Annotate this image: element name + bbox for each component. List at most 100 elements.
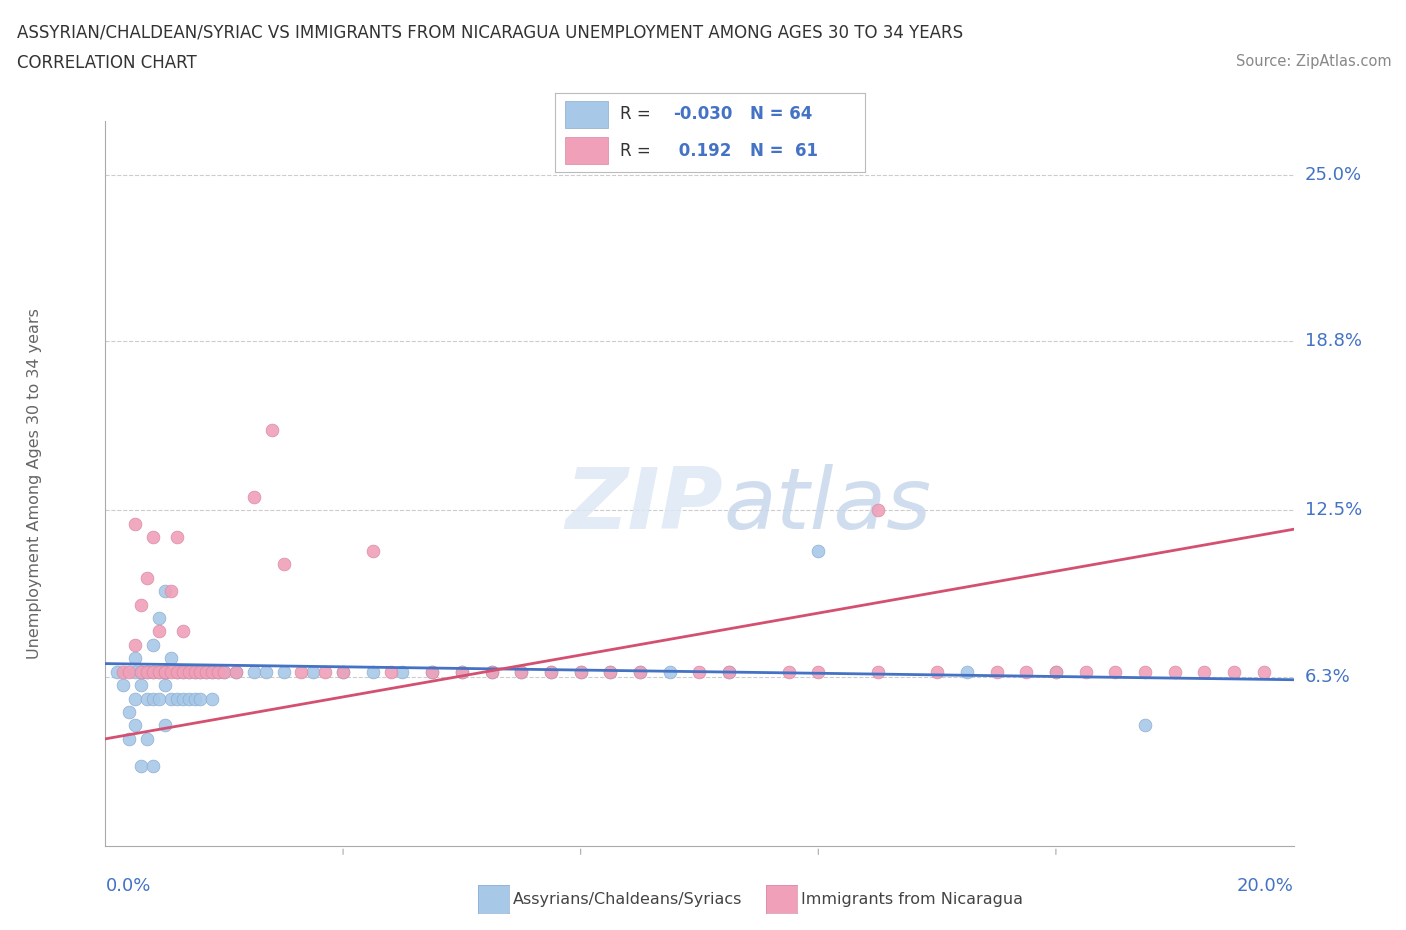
Point — [391, 664, 413, 679]
Point — [420, 664, 443, 679]
Point — [481, 664, 503, 679]
Text: Immigrants from Nicaragua: Immigrants from Nicaragua — [801, 892, 1024, 907]
Point — [302, 664, 325, 679]
Point — [1074, 664, 1097, 679]
Point — [190, 664, 212, 679]
Point — [142, 758, 165, 773]
Point — [124, 516, 146, 531]
Point — [1133, 718, 1156, 733]
Point — [118, 731, 141, 746]
Point — [153, 584, 176, 599]
Point — [148, 691, 170, 706]
Text: Unemployment Among Ages 30 to 34 years: Unemployment Among Ages 30 to 34 years — [27, 308, 42, 659]
Text: atlas: atlas — [723, 464, 931, 547]
Point — [105, 664, 128, 679]
Point — [420, 664, 443, 679]
Point — [177, 664, 200, 679]
Point — [361, 543, 384, 558]
Point — [136, 691, 159, 706]
Point — [195, 664, 218, 679]
Text: R =: R = — [620, 105, 657, 124]
Point — [599, 664, 621, 679]
Point — [866, 503, 889, 518]
Point — [118, 664, 141, 679]
Point — [112, 664, 135, 679]
Point — [273, 557, 295, 572]
FancyBboxPatch shape — [565, 138, 607, 165]
Text: 25.0%: 25.0% — [1305, 166, 1362, 183]
Point — [1253, 664, 1275, 679]
Point — [153, 664, 176, 679]
Point — [1164, 664, 1187, 679]
Point — [183, 664, 205, 679]
Point — [136, 570, 159, 585]
Point — [142, 530, 165, 545]
Point — [243, 664, 266, 679]
Text: ZIP: ZIP — [565, 464, 723, 547]
Point — [332, 664, 354, 679]
Point — [124, 691, 146, 706]
Point — [510, 664, 533, 679]
Point — [807, 664, 830, 679]
Point — [159, 691, 181, 706]
Point — [142, 664, 165, 679]
Point — [207, 664, 229, 679]
Text: -0.030: -0.030 — [673, 105, 733, 124]
Point — [1223, 664, 1246, 679]
Point — [153, 718, 176, 733]
Point — [159, 584, 181, 599]
Point — [807, 543, 830, 558]
Point — [129, 597, 152, 612]
Point — [124, 637, 146, 652]
Point — [148, 624, 170, 639]
Point — [166, 530, 188, 545]
Text: ASSYRIAN/CHALDEAN/SYRIAC VS IMMIGRANTS FROM NICARAGUA UNEMPLOYMENT AMONG AGES 30: ASSYRIAN/CHALDEAN/SYRIAC VS IMMIGRANTS F… — [17, 23, 963, 41]
Text: Assyrians/Chaldeans/Syriacs: Assyrians/Chaldeans/Syriacs — [513, 892, 742, 907]
Point — [124, 718, 146, 733]
Point — [166, 664, 188, 679]
Point — [1133, 664, 1156, 679]
Point — [450, 664, 472, 679]
Point — [569, 664, 592, 679]
Point — [183, 691, 205, 706]
Point — [1015, 664, 1038, 679]
Point — [927, 664, 949, 679]
Point — [628, 664, 651, 679]
FancyBboxPatch shape — [565, 101, 607, 127]
Point — [118, 705, 141, 720]
Point — [599, 664, 621, 679]
Point — [136, 664, 159, 679]
Point — [290, 664, 312, 679]
Point — [380, 664, 402, 679]
Text: 12.5%: 12.5% — [1305, 501, 1362, 520]
Text: 6.3%: 6.3% — [1305, 668, 1350, 686]
Point — [129, 678, 152, 693]
Point — [129, 664, 152, 679]
Point — [201, 664, 224, 679]
Point — [153, 664, 176, 679]
Point — [540, 664, 562, 679]
Point — [569, 664, 592, 679]
Point — [628, 664, 651, 679]
Text: CORRELATION CHART: CORRELATION CHART — [17, 54, 197, 72]
Point — [129, 664, 152, 679]
Text: 20.0%: 20.0% — [1237, 877, 1294, 895]
Text: N = 64: N = 64 — [751, 105, 813, 124]
Point — [214, 664, 236, 679]
Point — [718, 664, 741, 679]
Point — [142, 664, 165, 679]
Point — [129, 758, 152, 773]
Point — [1104, 664, 1126, 679]
Point — [540, 664, 562, 679]
Point — [148, 610, 170, 625]
Point — [153, 678, 176, 693]
Text: 18.8%: 18.8% — [1305, 332, 1361, 351]
Point — [450, 664, 472, 679]
Point — [136, 664, 159, 679]
Point — [112, 678, 135, 693]
Text: 0.192: 0.192 — [673, 141, 731, 160]
Point — [136, 731, 159, 746]
Point — [142, 637, 165, 652]
Point — [273, 664, 295, 679]
Point — [332, 664, 354, 679]
